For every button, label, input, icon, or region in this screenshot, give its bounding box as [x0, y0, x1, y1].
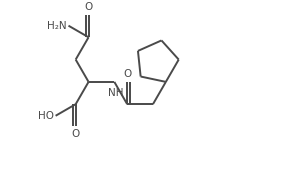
Text: HO: HO	[38, 111, 54, 121]
Text: O: O	[84, 2, 93, 12]
Text: O: O	[72, 129, 80, 139]
Text: NH: NH	[108, 88, 123, 98]
Text: H₂N: H₂N	[47, 21, 67, 31]
Text: O: O	[123, 69, 131, 79]
